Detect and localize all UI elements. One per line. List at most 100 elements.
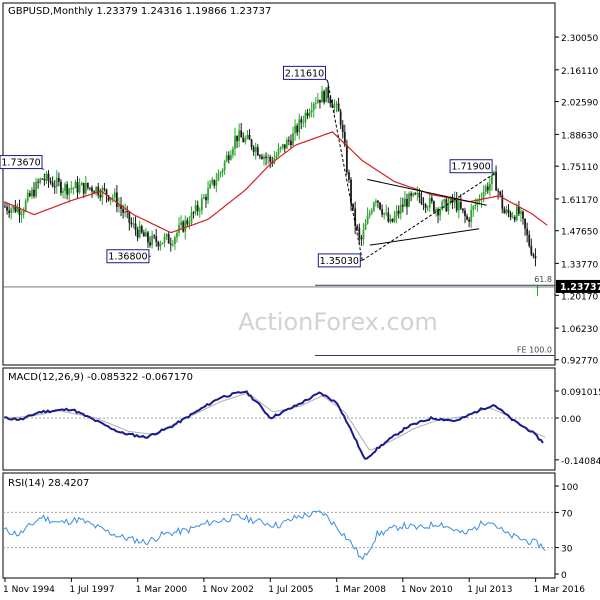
rsi-panel-frame [2, 472, 556, 579]
candle-body [219, 172, 222, 174]
candle-body [263, 156, 265, 159]
price-tick-label: 1.20170 [561, 292, 598, 302]
candle-body [33, 189, 35, 197]
candle-body [120, 204, 122, 209]
candle-body [416, 192, 419, 195]
candle-body [136, 229, 139, 238]
candle-body [536, 286, 539, 288]
time-axis-ticks: 1 Nov 1994 1 Jul 1997 1 Mar 2000 1 Nov 2002… [3, 578, 585, 595]
candle-body [37, 181, 40, 183]
candle-body [283, 144, 286, 149]
candle-body [261, 156, 263, 159]
candle-body [410, 193, 413, 196]
candle-body [184, 220, 187, 232]
candle-body [57, 177, 60, 182]
candle-body [325, 87, 328, 103]
candle-body [12, 205, 15, 209]
candle-body [211, 179, 214, 184]
macd-main-line [3, 390, 544, 460]
candle-body [399, 204, 402, 214]
triangle-upper-line [367, 178, 487, 206]
rsi-lines [3, 510, 546, 561]
annotation-label: 1.71900 [451, 162, 490, 173]
candle-body [306, 112, 309, 117]
candle-body [462, 208, 464, 211]
annotation-connector [325, 78, 328, 81]
candle-body [433, 201, 435, 212]
candle-body [424, 204, 427, 208]
rsi-header: RSI(14) 28.4207 [8, 478, 89, 489]
candle-body [345, 145, 348, 173]
candle-body [107, 195, 110, 201]
candle-body [287, 139, 290, 141]
candle-body [10, 208, 13, 214]
candle-body [393, 216, 396, 222]
macd-panel-frame [2, 367, 556, 471]
candle-body [341, 124, 344, 133]
triangle-pattern [326, 80, 495, 261]
candle-body [333, 105, 336, 108]
candle-body [254, 147, 257, 152]
candle-body [45, 173, 48, 181]
candle-body [151, 235, 154, 246]
candle-body [227, 155, 230, 160]
candle-body [532, 254, 535, 256]
rsi-tick-label: 0 [561, 571, 567, 581]
candle-body [528, 234, 531, 246]
candle-body [70, 188, 73, 190]
candle-body [155, 236, 158, 243]
candle-body [530, 245, 533, 255]
candle-body [290, 140, 292, 146]
candle-body [169, 243, 172, 245]
candle-body [449, 197, 452, 204]
annotation-label: 1.73670 [1, 158, 40, 169]
candle-body [374, 200, 377, 203]
watermark: ActionForex.com [238, 308, 438, 336]
candle-body [488, 183, 491, 191]
candle-body [134, 223, 137, 230]
candle-body [414, 193, 417, 195]
candle-body [238, 130, 241, 142]
candle-body [486, 186, 489, 191]
macd-tick-label: 0.00 [561, 415, 581, 425]
candle-body [343, 132, 346, 146]
candle-body [180, 221, 183, 226]
candle-body [240, 130, 243, 138]
time-tick-label: 1 Nov 1994 [3, 585, 55, 595]
price-axis-ticks: 2.30050 2.16110 2.02590 1.88630 1.75110 1.611… [555, 34, 598, 367]
moving-average [3, 131, 548, 234]
candle-body [128, 211, 131, 223]
candle-body [265, 156, 267, 158]
price-tick-label: 0.92770 [561, 357, 598, 367]
price-annotations: 1.73670 1.36800 2.11610 1.35030 1.71900 [0, 65, 495, 268]
candle-body [188, 223, 191, 225]
candle-body [161, 242, 164, 244]
candle-body [385, 212, 388, 214]
candle-body [451, 197, 454, 203]
candle-body [225, 155, 228, 162]
price-header: GBPUSD,Monthly 1.23379 1.24316 1.19866 1… [8, 6, 271, 17]
candle-body [163, 236, 166, 243]
candle-body [430, 197, 433, 202]
candle-body [308, 112, 311, 117]
candle-body [372, 202, 375, 211]
moving-average-line [3, 131, 548, 234]
candle-body [310, 109, 313, 113]
candle-body [269, 156, 272, 162]
candle-body [302, 122, 305, 124]
candle-body [68, 188, 71, 195]
candle-body [389, 218, 392, 222]
candle-body [408, 193, 410, 207]
candle-body [503, 208, 506, 214]
candle-body [323, 91, 325, 103]
candle-body [153, 235, 156, 237]
candle-body [466, 216, 468, 220]
candle-body [173, 237, 176, 245]
candle-body [109, 198, 112, 201]
candle-body [215, 180, 218, 186]
candle-body [140, 226, 143, 233]
candle-body [437, 209, 439, 216]
candle-body [16, 207, 19, 212]
candle-body [132, 223, 135, 225]
candle-body [242, 137, 245, 143]
